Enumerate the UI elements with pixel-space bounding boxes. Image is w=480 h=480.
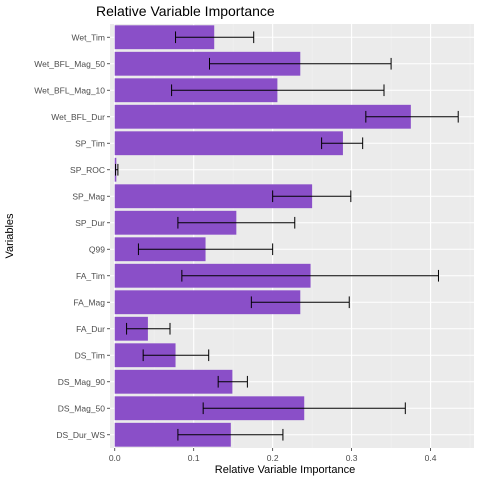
bar-sp-dur [114, 210, 237, 235]
x-axis-title: Relative Variable Importance [215, 464, 355, 476]
chart-title: Relative Variable Importance [96, 3, 275, 19]
error-bar-sp-mag [272, 190, 352, 203]
bar-fa-mag [114, 290, 301, 315]
error-bar-wet-bfl-dur [365, 110, 459, 123]
y-tick-label: SP_ROC [70, 165, 105, 175]
bar-sp-tim [114, 131, 343, 156]
error-bar-wet-bfl-mag-10 [171, 84, 385, 97]
y-tick-label: DS_Dur_WS [56, 430, 105, 440]
y-tick-label: FA_Dur [76, 324, 105, 334]
y-tick-label: Wet_Tim [71, 32, 105, 42]
error-bar-sp-dur [177, 216, 296, 229]
y-axis: Wet_Tim Wet_BFL_Mag_50 Wet_BFL_Mag_10 Wet_B… [34, 32, 110, 440]
x-tick-label: 0.2 [267, 453, 279, 463]
error-bar-wet-tim [175, 31, 255, 44]
y-tick-label: DS_Mag_90 [58, 377, 106, 387]
bar-ds-dur-ws [114, 422, 231, 447]
y-tick-label: Wet_BFL_Dur [51, 112, 105, 122]
error-bar-ds-mag-50 [202, 402, 406, 415]
error-bar-fa-mag [250, 296, 350, 309]
error-bar-ds-mag-90 [217, 375, 248, 388]
y-tick-label: Wet_BFL_Mag_10 [34, 85, 105, 95]
x-axis: 0.0 0.1 0.2 0.3 0.4 [109, 448, 437, 463]
bar-wet-tim [114, 25, 215, 50]
y-tick-label: SP_Mag [72, 191, 105, 201]
error-bar-q99 [137, 243, 274, 256]
error-bar-wet-bfl-mag-50 [208, 57, 392, 70]
bars-group [114, 25, 411, 447]
error-bar-fa-tim [181, 269, 439, 282]
error-bar-ds-dur-ws [177, 428, 284, 441]
y-tick-label: FA_Mag [73, 297, 105, 307]
y-tick-label: Q99 [89, 244, 105, 254]
y-axis-title: Variables [4, 213, 16, 259]
x-tick-label: 0.3 [346, 453, 358, 463]
y-tick-label: Wet_BFL_Mag_50 [34, 59, 105, 69]
bar-wet-bfl-dur [114, 104, 411, 129]
y-tick-label: DS_Tim [75, 350, 105, 360]
y-tick-label: SP_Tim [75, 138, 105, 148]
bar-ds-mag-90 [114, 369, 233, 394]
error-bars-group [115, 31, 459, 441]
x-tick-label: 0.4 [425, 453, 437, 463]
error-bar-sp-tim [321, 137, 364, 150]
x-tick-label: 0.0 [109, 453, 121, 463]
error-bar-fa-dur [126, 322, 171, 335]
error-bar-ds-tim [142, 349, 210, 362]
bar-sp-mag [114, 184, 313, 209]
x-tick-label: 0.1 [188, 453, 200, 463]
y-tick-label: FA_Tim [76, 271, 105, 281]
bar-wet-bfl-mag-50 [114, 51, 301, 76]
y-tick-label: DS_Mag_50 [58, 403, 106, 413]
y-tick-label: SP_Dur [75, 218, 105, 228]
error-bar-sp-roc [115, 163, 119, 176]
